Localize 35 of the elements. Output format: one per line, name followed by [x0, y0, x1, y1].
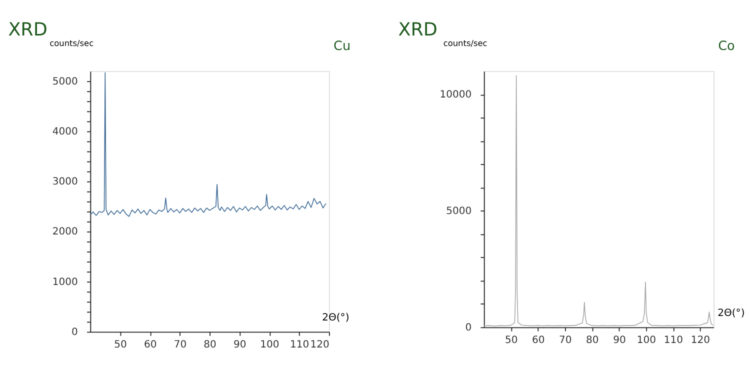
x-axis-title: 2Θ(°)	[718, 308, 745, 319]
y-tick-label: 5000	[446, 206, 472, 217]
y-axis-title: counts/sec	[50, 38, 94, 48]
x-tick-label: 100	[636, 335, 656, 346]
y-axis-title: counts/sec	[443, 38, 488, 48]
x-axis-title: 2Θ(°)	[322, 312, 350, 324]
x-tick-label: 50	[505, 335, 518, 346]
x-tick-label: 60	[532, 335, 545, 346]
text: Cu	[334, 39, 351, 54]
line-series	[483, 75, 714, 326]
x-tick-label: 70	[174, 340, 187, 351]
line-series	[90, 72, 326, 217]
y-tick-label: 10000	[440, 90, 472, 101]
chart-title: XRD	[398, 20, 438, 41]
x-tick-label: 60	[144, 340, 157, 351]
x-tick-label: 100	[260, 340, 280, 351]
x-tick-label: 70	[559, 335, 572, 346]
x-tick-label: 90	[613, 335, 626, 346]
text: Co	[718, 39, 736, 54]
chart-title: XRD	[8, 20, 48, 41]
y-tick-label: 3000	[52, 176, 78, 188]
y-tick-label: 0	[72, 326, 78, 338]
x-tick-label: 80	[586, 335, 599, 346]
y-tick-label: 4000	[52, 126, 78, 138]
x-tick-label: 120	[310, 340, 330, 351]
x-tick-label: 110	[664, 335, 684, 346]
x-tick-label: 50	[114, 340, 127, 351]
y-tick-label: 2000	[52, 226, 78, 238]
y-tick-label: 5000	[52, 76, 78, 88]
y-tick-label: 1000	[52, 276, 78, 288]
x-tick-label: 110	[290, 340, 310, 351]
y-tick-label: 0	[465, 322, 472, 334]
x-tick-label: 80	[204, 340, 216, 351]
x-tick-label: 90	[234, 340, 246, 351]
x-tick-label: 120	[690, 335, 710, 346]
